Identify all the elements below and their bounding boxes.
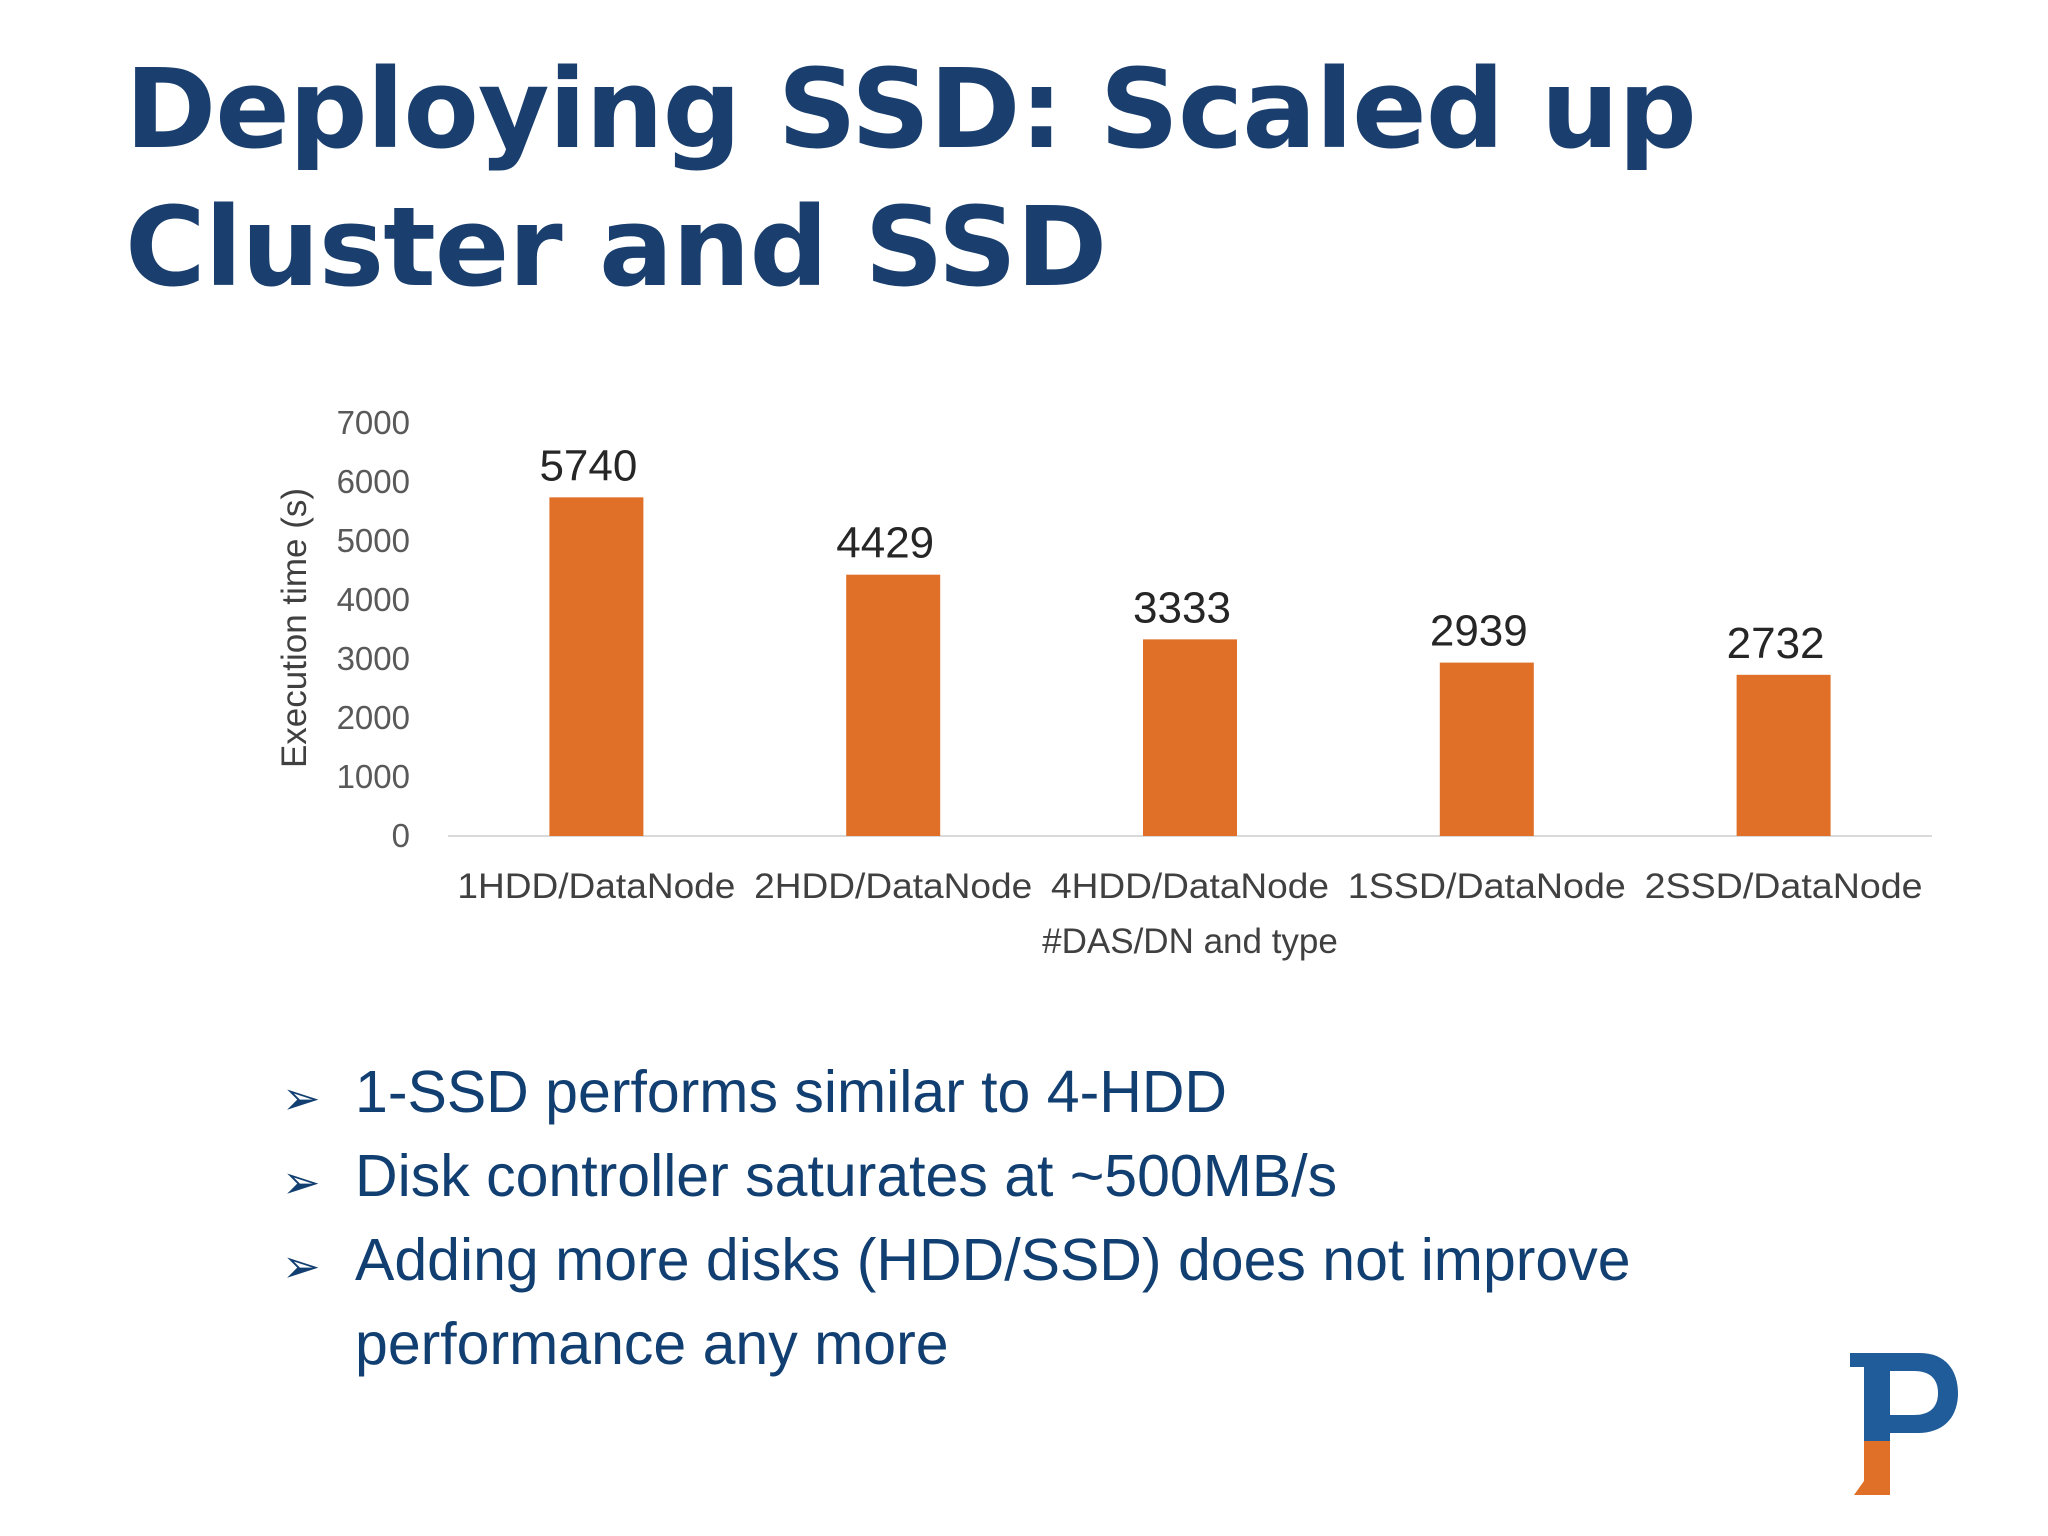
bullet-item: ➢ 1-SSD performs similar to 4-HDD (282, 1050, 1842, 1134)
bar (1439, 662, 1534, 836)
y-tick-label: 5000 (337, 522, 410, 559)
bullet-item: ➢ Adding more disks (HDD/SSD) does not i… (282, 1218, 1842, 1386)
category-label: 1SSD/DataNode (1348, 867, 1626, 906)
data-label: 4429 (836, 519, 934, 568)
bullet-list: ➢ 1-SSD performs similar to 4-HDD ➢ Disk… (282, 1050, 1842, 1386)
bullet-text: Disk controller saturates at ~500MB/s (355, 1143, 1338, 1209)
slide-title: Deploying SSD: Scaled up Cluster and SSD (125, 45, 1697, 311)
x-axis-title: #DAS/DN and type (1042, 922, 1338, 961)
bar (1736, 674, 1831, 836)
y-tick-label: 2000 (337, 699, 410, 736)
data-label: 2732 (1727, 619, 1825, 668)
data-label: 2939 (1430, 607, 1528, 656)
bullet-text: 1-SSD performs similar to 4-HDD (355, 1059, 1228, 1125)
y-tick-label: 6000 (337, 463, 410, 500)
bar (846, 574, 941, 836)
data-label: 3333 (1133, 583, 1231, 632)
arrowhead-bullet-icon: ➢ (282, 1072, 321, 1124)
arrowhead-bullet-icon: ➢ (282, 1156, 321, 1208)
category-label: 2HDD/DataNode (754, 867, 1032, 906)
y-axis-ticks: 0 1000 2000 3000 4000 5000 6000 7000 (337, 404, 410, 854)
data-labels-group: 5740 4429 3333 2939 2732 (539, 441, 1824, 667)
category-label: 1HDD/DataNode (457, 867, 735, 906)
bars-group (549, 497, 1831, 836)
data-label: 5740 (539, 441, 637, 490)
arrowhead-bullet-icon: ➢ (282, 1240, 321, 1292)
y-axis-title: Execution time (s) (275, 488, 314, 768)
y-tick-label: 1000 (337, 758, 410, 795)
y-tick-label: 3000 (337, 640, 410, 677)
y-tick-label: 0 (392, 817, 410, 854)
bar (1143, 639, 1237, 836)
y-tick-label: 4000 (337, 581, 410, 618)
bar (549, 497, 644, 836)
bullet-item: ➢ Disk controller saturates at ~500MB/s (282, 1134, 1842, 1218)
bullet-text: Adding more disks (HDD/SSD) does not imp… (355, 1227, 1631, 1377)
category-label: 4HDD/DataNode (1051, 867, 1329, 906)
y-tick-label: 7000 (337, 404, 410, 441)
institution-logo-icon (1850, 1353, 1958, 1495)
category-labels-group: 1HDD/DataNode 2HDD/DataNode 4HDD/DataNode 1… (457, 867, 1922, 906)
category-label: 2SSD/DataNode (1645, 867, 1923, 906)
